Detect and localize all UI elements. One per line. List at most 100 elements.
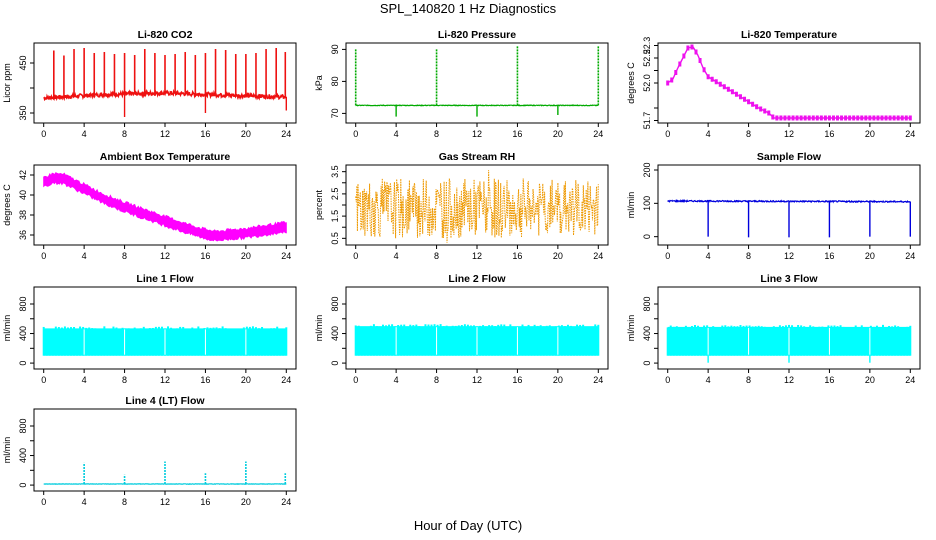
y-tick-label: 0 xyxy=(642,234,652,239)
chart-panel: Line 2 Flow ml/min 0 4 8 12 16 20 24 0 400 800 xyxy=(314,273,609,385)
x-tick-label: 12 xyxy=(472,129,482,139)
data-point xyxy=(836,115,840,121)
chart-panel: Ambient Box Temperature degrees C 0 4 8 12 16 2… xyxy=(2,151,297,261)
data-point xyxy=(799,115,803,121)
data-point xyxy=(827,115,831,121)
x-tick-label: 12 xyxy=(472,375,482,385)
x-tick-label: 8 xyxy=(434,129,439,139)
x-tick-label: 4 xyxy=(82,129,87,139)
page-title: SPL_140820 1 Hz Diagnostics xyxy=(379,1,557,16)
x-tick-label: 4 xyxy=(82,375,87,385)
x-tick-label: 24 xyxy=(593,129,603,139)
x-tick-label: 8 xyxy=(434,251,439,261)
x-tick-label: 12 xyxy=(160,129,170,139)
data-layer xyxy=(666,44,912,121)
y-tick-label: 36 xyxy=(18,230,28,240)
x-tick-label: 12 xyxy=(784,375,794,385)
chart-title: Sample Flow xyxy=(757,151,822,163)
x-tick-label: 24 xyxy=(281,375,291,385)
x-tick-label: 8 xyxy=(122,251,127,261)
y-tick-label: 40 xyxy=(18,190,28,200)
chart-panel: Line 3 Flow ml/min 0 4 8 12 16 20 24 0 400 800 xyxy=(626,273,921,385)
y-tick-label: 400 xyxy=(642,326,652,341)
chart-title: Li-820 CO2 xyxy=(138,29,193,41)
x-tick-label: 0 xyxy=(41,251,46,261)
y-tick-label: 0 xyxy=(18,361,28,366)
x-tick-label: 20 xyxy=(553,375,563,385)
x-tick-label: 0 xyxy=(665,129,670,139)
y-tick-label: 800 xyxy=(330,296,340,311)
x-tick-label: 0 xyxy=(353,251,358,261)
x-tick-label: 0 xyxy=(665,375,670,385)
x-tick-label: 12 xyxy=(784,251,794,261)
data-point xyxy=(803,115,807,121)
x-tick-label: 16 xyxy=(824,129,834,139)
data-point xyxy=(860,115,864,121)
chart-title: Line 4 (LT) Flow xyxy=(125,395,205,407)
y-tick-label: 800 xyxy=(18,418,28,433)
y-axis-label: ml/min xyxy=(2,315,12,342)
data-point xyxy=(710,76,714,82)
data-point xyxy=(690,44,694,50)
data-point xyxy=(831,115,835,121)
data-point xyxy=(771,114,775,120)
data-point xyxy=(888,115,892,121)
data-layer xyxy=(42,326,288,356)
data-point xyxy=(751,101,755,107)
x-tick-label: 16 xyxy=(200,375,210,385)
chart-title: Line 1 Flow xyxy=(136,273,194,285)
data-point xyxy=(852,115,856,121)
y-tick-label: 1.5 xyxy=(330,210,340,223)
data-layer xyxy=(667,199,911,238)
data-point xyxy=(787,115,791,121)
data-point xyxy=(706,74,710,80)
x-tick-label: 0 xyxy=(353,375,358,385)
y-tick-label: 3.5 xyxy=(330,165,340,178)
data-point xyxy=(904,115,908,121)
x-tick-label: 24 xyxy=(905,251,915,261)
data-point xyxy=(738,94,742,100)
y-tick-label: 800 xyxy=(642,296,652,311)
x-tick-label: 16 xyxy=(200,129,210,139)
data-point xyxy=(674,70,678,75)
x-tick-label: 24 xyxy=(281,251,291,261)
data-point xyxy=(868,115,872,121)
data-point xyxy=(670,77,674,83)
y-tick-label: 42 xyxy=(18,170,28,180)
data-layer xyxy=(354,46,600,117)
data-layer xyxy=(355,170,599,243)
chart-title: Gas Stream RH xyxy=(439,151,515,163)
data-point xyxy=(747,99,751,105)
x-tick-label: 12 xyxy=(472,251,482,261)
chart-panel: Sample Flow ml/min 0 4 8 12 16 20 24 0 100 200 xyxy=(626,151,921,261)
x-tick-label: 20 xyxy=(241,375,251,385)
y-axis-label: ml/min xyxy=(626,315,636,342)
data-point xyxy=(718,81,722,87)
x-tick-label: 4 xyxy=(706,129,711,139)
chart-title: Ambient Box Temperature xyxy=(100,151,231,163)
data-layer xyxy=(354,324,600,356)
data-point xyxy=(795,115,799,121)
y-tick-label: 400 xyxy=(18,326,28,341)
data-point xyxy=(686,45,690,51)
y-tick-label: 80 xyxy=(330,76,340,86)
y-tick-label: 800 xyxy=(18,296,28,311)
data-layer xyxy=(43,172,287,242)
data-point xyxy=(682,53,686,59)
data-point xyxy=(872,115,876,121)
y-tick-label: 100 xyxy=(642,196,652,211)
y-tick-label: 2.5 xyxy=(330,188,340,201)
y-tick-label: 38 xyxy=(18,210,28,220)
data-point xyxy=(698,58,702,63)
data-point xyxy=(896,115,900,121)
data-point xyxy=(864,115,868,121)
x-tick-label: 4 xyxy=(394,129,399,139)
x-tick-label: 12 xyxy=(160,251,170,261)
data-point xyxy=(811,115,815,121)
data-point xyxy=(775,115,779,121)
plot-frame xyxy=(345,164,609,246)
x-tick-label: 24 xyxy=(905,129,915,139)
x-tick-label: 12 xyxy=(160,497,170,507)
y-tick-label: 52.0 xyxy=(642,74,652,92)
